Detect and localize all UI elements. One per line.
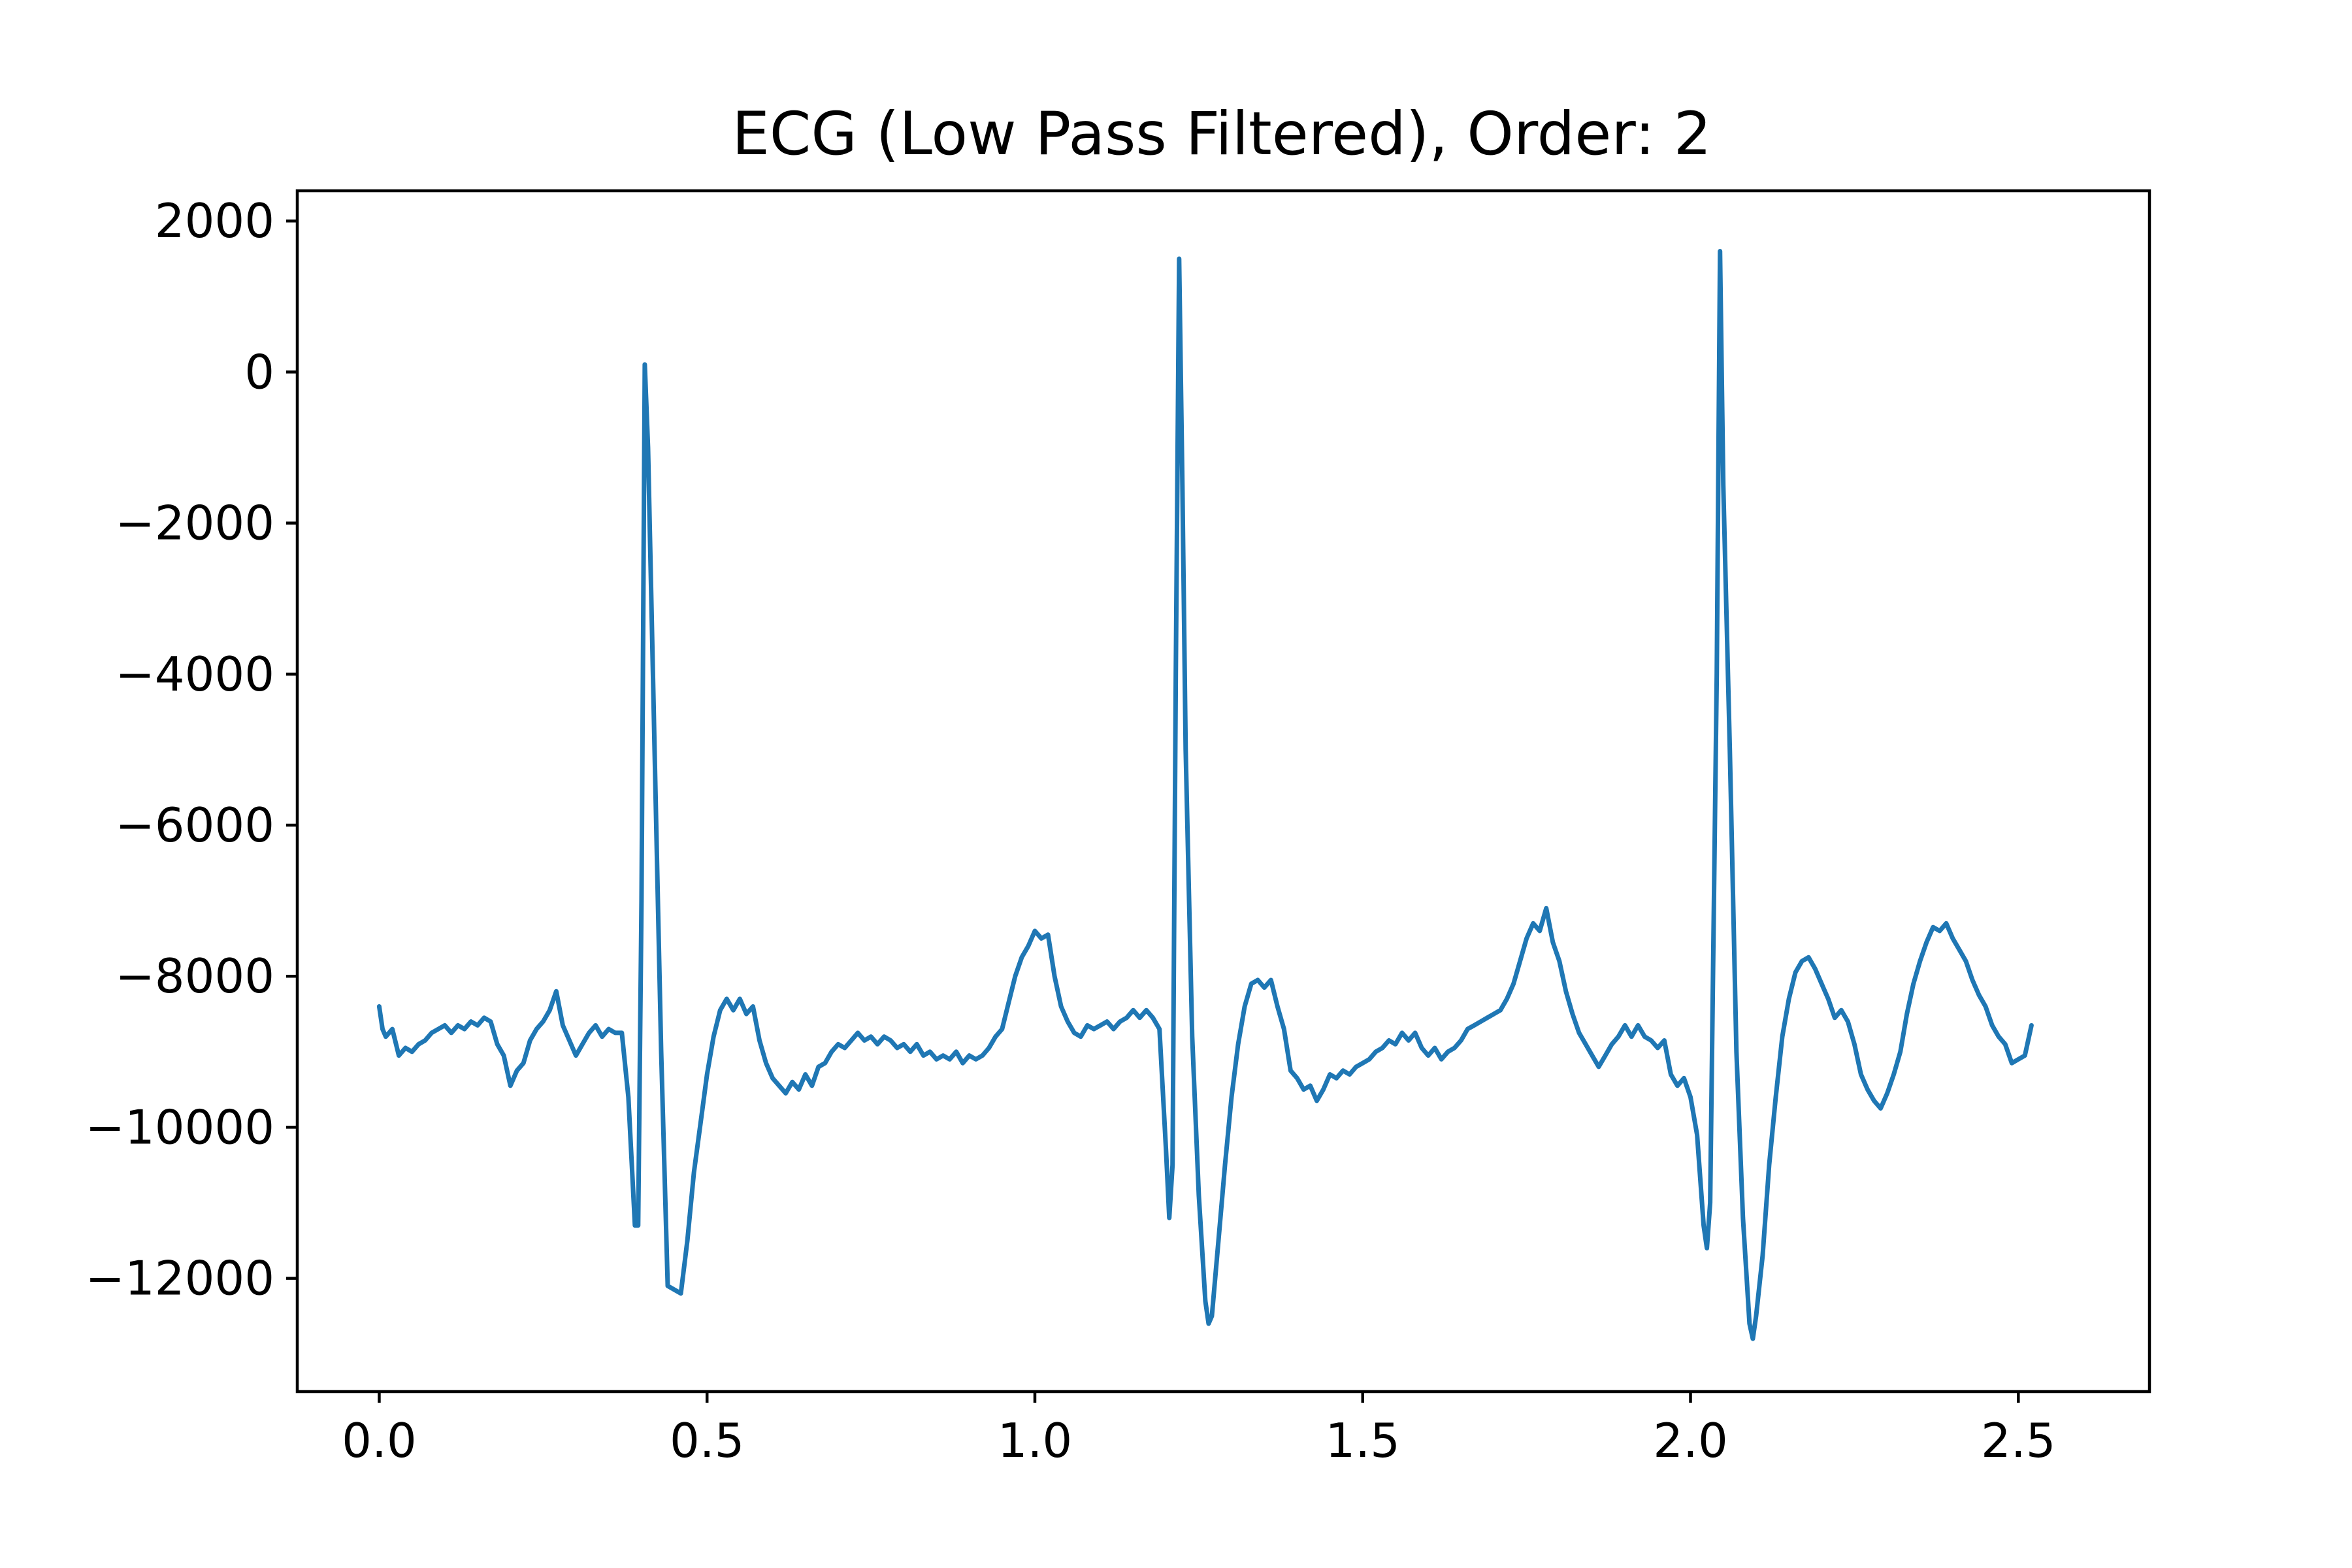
y-tick-label: −2000 [115,496,274,551]
y-tick-label: −4000 [115,647,274,702]
y-tick-label: −8000 [115,949,274,1004]
y-tick-label: 0 [244,344,274,399]
x-tick-label: 0.0 [342,1413,417,1468]
y-tick-label: −6000 [115,798,274,853]
ecg-series-line [376,249,2034,1341]
x-tick-label: 1.5 [1325,1413,1400,1468]
y-tick-label: 2000 [155,193,274,248]
x-tick-label: 0.5 [670,1413,745,1468]
y-tick-label: −10000 [86,1100,274,1154]
x-tick-label: 2.0 [1653,1413,1728,1468]
y-tick-label: −12000 [86,1251,274,1306]
plot-area [295,189,2151,1394]
x-tick-label: 2.5 [1981,1413,2056,1468]
x-tick-label: 1.0 [998,1413,1073,1468]
chart-title: ECG (Low Pass Filtered), Order: 2 [732,100,1711,169]
axes-frame [295,189,2151,1394]
y-axis: 2000 0 −2000 −4000 −6000 −8000 −10000 −12000 [86,193,297,1306]
x-axis: 0.0 0.5 1.0 1.5 2.0 2.5 [342,1392,2056,1468]
